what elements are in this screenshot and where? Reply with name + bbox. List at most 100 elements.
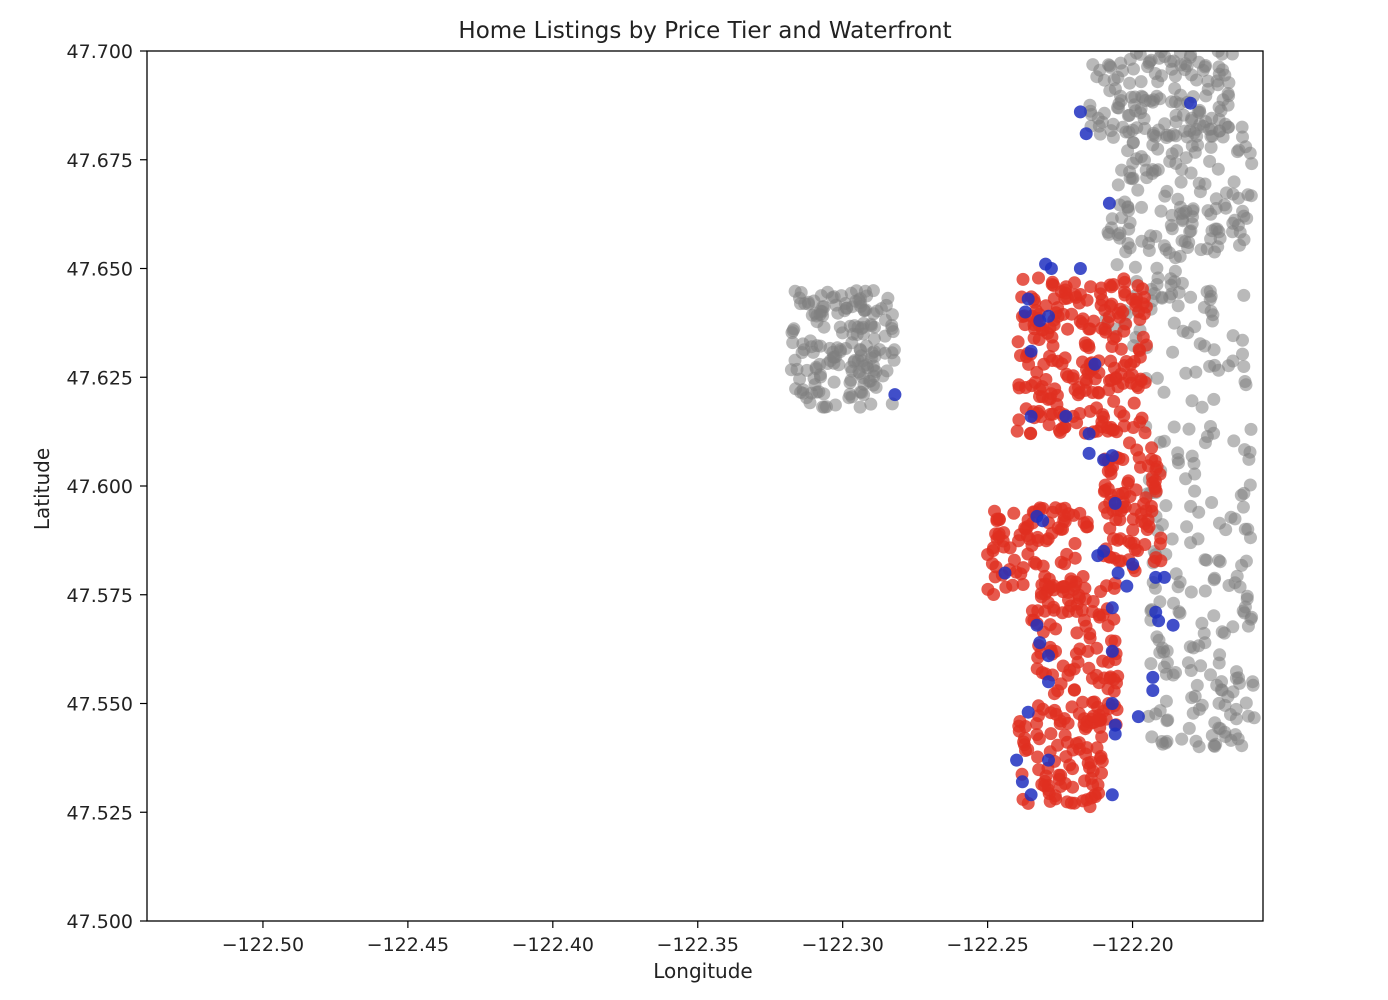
scatter-point-series-1 [1212, 363, 1226, 377]
scatter-point-series-1 [1183, 225, 1197, 239]
scatter-point-series-1 [1189, 365, 1203, 379]
scatter-point-series-1 [1201, 82, 1215, 96]
scatter-point-series-1 [1173, 97, 1187, 111]
scatter-point-series-1 [1157, 660, 1171, 674]
scatter-point-series-2 [981, 582, 995, 596]
scatter-point-series-1 [1239, 554, 1253, 568]
scatter-point-series-1 [1185, 68, 1198, 82]
scatter-point-series-3 [1126, 557, 1140, 571]
scatter-point-series-1 [1202, 123, 1216, 136]
scatter-point-series-1 [1199, 59, 1212, 72]
scatter-point-series-1 [814, 370, 827, 384]
scatter-point-series-1 [1092, 119, 1106, 133]
points-layer [784, 51, 1261, 814]
scatter-point-series-2 [1138, 538, 1152, 551]
scatter-point-series-1 [1157, 434, 1171, 448]
scatter-point-series-1 [814, 339, 827, 353]
scatter-point-series-1 [1200, 430, 1214, 443]
scatter-point-series-2 [1111, 533, 1125, 547]
scatter-point-series-1 [797, 343, 811, 357]
scatter-point-series-1 [1157, 385, 1171, 399]
scatter-point-series-1 [1197, 626, 1211, 640]
scatter-point-series-2 [1086, 778, 1100, 792]
scatter-point-series-2 [1048, 382, 1062, 396]
scatter-point-series-1 [1239, 696, 1253, 710]
scatter-point-series-1 [1150, 261, 1164, 275]
scatter-point-series-1 [1208, 245, 1221, 259]
scatter-point-series-2 [1031, 750, 1045, 764]
scatter-point-series-1 [1212, 100, 1226, 114]
scatter-point-series-1 [1126, 136, 1140, 150]
scatter-point-series-2 [1084, 755, 1098, 769]
x-tick-label: −122.35 [657, 934, 739, 956]
scatter-point-series-1 [1207, 392, 1221, 406]
scatter-point-series-1 [843, 387, 857, 401]
y-tick-label: 47.575 [67, 585, 133, 607]
scatter-point-series-2 [1039, 299, 1053, 313]
scatter-point-series-3 [1015, 775, 1029, 789]
scatter-point-series-2 [1097, 484, 1111, 498]
scatter-point-series-1 [1124, 90, 1138, 104]
scatter-point-series-1 [1142, 244, 1156, 257]
scatter-point-series-1 [863, 374, 877, 388]
scatter-point-series-2 [1054, 677, 1068, 691]
scatter-point-series-2 [1107, 394, 1121, 408]
scatter-point-series-1 [864, 397, 878, 411]
scatter-point-series-1 [853, 342, 867, 356]
scatter-point-series-1 [1244, 189, 1258, 203]
scatter-point-series-1 [1209, 202, 1223, 215]
scatter-point-series-1 [833, 320, 847, 334]
scatter-point-series-2 [1078, 383, 1092, 397]
scatter-point-series-2 [1079, 339, 1093, 353]
scatter-point-series-1 [1139, 163, 1153, 177]
scatter-point-series-1 [827, 356, 841, 370]
scatter-point-series-1 [885, 308, 899, 322]
scatter-point-series-1 [886, 325, 900, 339]
scatter-point-series-1 [1119, 125, 1133, 139]
scatter-point-series-1 [1167, 316, 1181, 330]
scatter-point-series-1 [1237, 360, 1251, 373]
scatter-point-series-3 [1021, 292, 1035, 306]
scatter-point-series-1 [1135, 200, 1148, 214]
scatter-point-series-2 [1131, 381, 1145, 395]
y-tick-label: 47.550 [67, 694, 133, 716]
scatter-point-series-1 [867, 332, 881, 346]
scatter-point-series-1 [787, 322, 801, 336]
scatter-point-series-1 [1236, 500, 1250, 514]
scatter-point-series-1 [1185, 449, 1199, 463]
x-axis-label: Longitude [653, 959, 752, 983]
scatter-point-series-1 [1188, 467, 1202, 481]
x-tick-label: −122.50 [222, 934, 304, 956]
scatter-point-series-1 [1222, 76, 1236, 90]
scatter-point-series-2 [1012, 381, 1026, 395]
scatter-point-series-3 [1088, 357, 1102, 371]
scatter-point-series-3 [1105, 449, 1119, 463]
scatter-point-series-2 [1126, 523, 1140, 537]
scatter-point-series-1 [1212, 67, 1226, 81]
scatter-point-series-3 [1044, 262, 1058, 275]
scatter-point-series-1 [1112, 101, 1126, 115]
scatter-point-series-3 [1082, 446, 1096, 460]
scatter-point-series-2 [1094, 281, 1108, 295]
scatter-point-series-1 [1179, 204, 1193, 218]
scatter-point-series-2 [1090, 401, 1103, 415]
scatter-point-series-2 [1086, 595, 1100, 608]
scatter-point-series-1 [1136, 90, 1150, 104]
scatter-point-series-2 [1147, 555, 1161, 568]
scatter-point-series-1 [1203, 154, 1217, 168]
scatter-point-series-1 [1173, 575, 1187, 589]
scatter-point-series-1 [790, 362, 804, 376]
scatter-point-series-2 [1131, 279, 1145, 293]
scatter-point-series-1 [1233, 238, 1246, 252]
scatter-point-series-2 [1098, 303, 1112, 317]
scatter-point-series-1 [1128, 260, 1142, 274]
scatter-point-series-2 [1073, 407, 1087, 420]
scatter-point-series-2 [1129, 299, 1143, 313]
scatter-point-series-1 [853, 292, 867, 306]
scatter-point-series-2 [1095, 766, 1108, 780]
scatter-point-series-1 [848, 354, 862, 367]
scatter-point-series-2 [1051, 738, 1064, 752]
scatter-point-series-2 [1016, 272, 1030, 286]
scatter-point-series-2 [1102, 383, 1116, 397]
scatter-point-series-1 [1205, 496, 1219, 509]
